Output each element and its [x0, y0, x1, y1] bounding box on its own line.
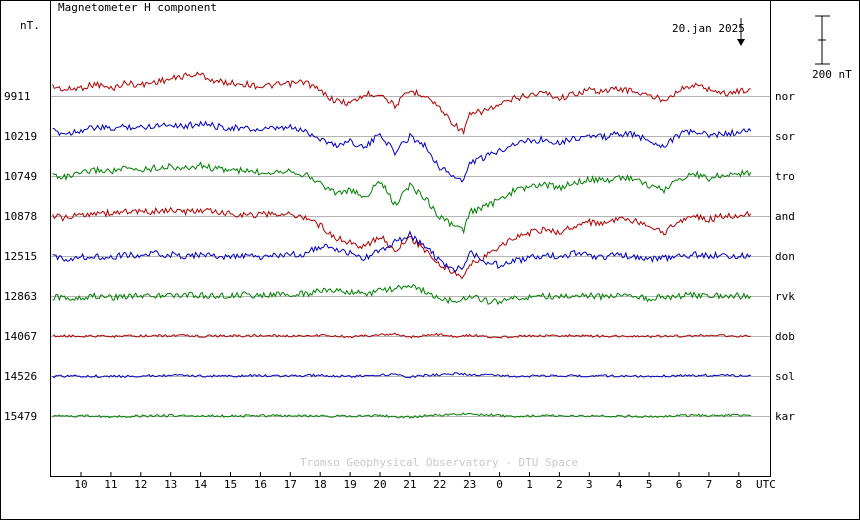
x-tick-label: 10: [74, 478, 87, 491]
station-labels: nor sor tro and don rvk dob sol kar: [775, 90, 795, 423]
trace-tro: [52, 161, 752, 235]
x-tick-label: 1: [526, 478, 533, 491]
station-label-sol: sol: [775, 370, 795, 383]
baseline-value-tro: 10749: [4, 170, 37, 183]
x-tick-label: 17: [284, 478, 297, 491]
x-tick-label: 5: [646, 478, 653, 491]
x-tick-label: 19: [343, 478, 356, 491]
baseline-value-dob: 14067: [4, 330, 37, 343]
station-label-and: and: [775, 210, 795, 223]
unit-label: nT.: [20, 19, 40, 32]
x-tick-label: 18: [314, 478, 327, 491]
baseline-value-sor: 10219: [4, 130, 37, 143]
x-tick-label: 16: [254, 478, 267, 491]
x-tick-label: 15: [224, 478, 237, 491]
station-label-rvk: rvk: [775, 290, 795, 303]
scale-bar: [815, 15, 830, 65]
x-tick-label: 4: [616, 478, 623, 491]
trace-don: [52, 230, 752, 273]
station-label-sor: sor: [775, 130, 795, 143]
x-tick-label: 6: [676, 478, 683, 491]
date-label: 20.jan 2025: [672, 22, 745, 35]
x-tick-label: 3: [586, 478, 593, 491]
baseline-value-labels: 9911 10219 10749 10878 12515 12863 14067 14526 1…: [4, 90, 37, 423]
chart-title: Magnetometer H component: [58, 1, 217, 14]
x-tick-label: 0: [496, 478, 503, 491]
baseline-value-and: 10878: [4, 210, 37, 223]
station-label-dob: dob: [775, 330, 795, 343]
x-tick-label: 22: [433, 478, 446, 491]
scale-bar-label: 200 nT: [812, 68, 852, 81]
x-tick-label: 2: [556, 478, 563, 491]
x-axis-unit: UTC: [756, 478, 776, 491]
x-tick-label: 8: [735, 478, 742, 491]
trace-nor: [52, 71, 751, 136]
station-traces: [52, 71, 752, 419]
x-tick-label: 7: [706, 478, 713, 491]
x-tick-label: 20: [373, 478, 386, 491]
x-axis-ticks: 10 11 12 13 14 15 16 17 18 19 20 21 22 23 0 1 2 3 4 5 6 7 8: [74, 472, 742, 491]
baseline-value-rvk: 12863: [4, 290, 37, 303]
trace-sor: [52, 120, 752, 183]
baseline-value-don: 12515: [4, 250, 37, 263]
x-tick-label: 11: [104, 478, 117, 491]
station-label-tro: tro: [775, 170, 795, 183]
x-tick-label: 12: [134, 478, 147, 491]
baseline-value-kar: 15479: [4, 410, 37, 423]
station-label-kar: kar: [775, 410, 795, 423]
station-label-nor: nor: [775, 90, 795, 103]
trace-sol: [52, 372, 751, 379]
trace-dob: [52, 332, 751, 339]
baseline-value-nor: 9911: [4, 90, 31, 103]
trace-kar: [52, 412, 751, 419]
trace-and: [52, 206, 752, 280]
station-label-don: don: [775, 250, 795, 263]
x-tick-label: 23: [463, 478, 476, 491]
credit-text: Tromso Geophysical Observatory - DTU Spa…: [300, 456, 578, 469]
x-tick-label: 13: [164, 478, 177, 491]
trace-rvk: [52, 284, 752, 306]
date-marker-arrow: [737, 18, 745, 46]
station-baselines: [51, 96, 770, 417]
baseline-value-sol: 14526: [4, 370, 37, 383]
x-tick-label: 21: [403, 478, 416, 491]
x-tick-label: 14: [194, 478, 208, 491]
